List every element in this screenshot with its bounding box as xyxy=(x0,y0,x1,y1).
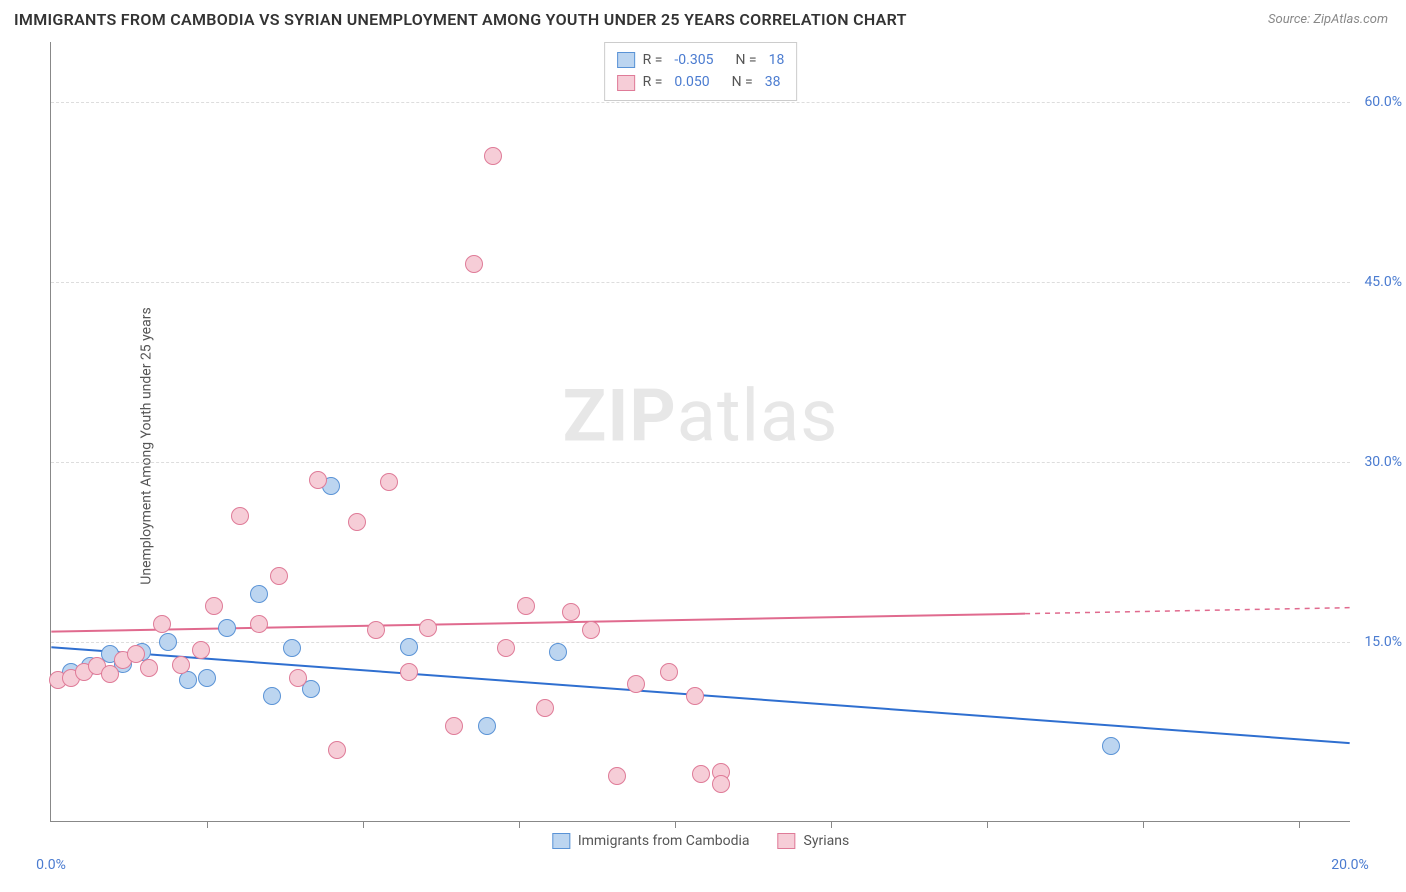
watermark: ZIPatlas xyxy=(563,373,839,458)
data-point xyxy=(692,765,710,783)
data-point xyxy=(159,633,177,651)
legend-swatch xyxy=(552,833,570,849)
x-tick xyxy=(1299,821,1300,828)
data-point xyxy=(263,687,281,705)
legend-swatch xyxy=(617,52,635,68)
data-point xyxy=(400,638,418,656)
data-point xyxy=(484,147,502,165)
legend-item: Syrians xyxy=(778,833,850,849)
data-point xyxy=(712,775,730,793)
correlation-legend: R = -0.305 N = 18 R = 0.050 N = 38 xyxy=(604,42,798,101)
y-tick-label: 60.0% xyxy=(1364,94,1402,110)
data-point xyxy=(101,665,119,683)
data-point xyxy=(231,507,249,525)
data-point xyxy=(205,597,223,615)
series-legend: Immigrants from Cambodia Syrians xyxy=(552,833,849,849)
data-point xyxy=(283,639,301,657)
r-label: R = xyxy=(643,71,663,93)
n-label: N = xyxy=(732,71,753,93)
n-value: 38 xyxy=(765,71,781,93)
source-value: ZipAtlas.com xyxy=(1313,12,1388,27)
n-value: 18 xyxy=(769,49,785,71)
legend-series-name: Immigrants from Cambodia xyxy=(578,833,750,849)
y-tick-label: 45.0% xyxy=(1364,274,1402,290)
data-point xyxy=(627,675,645,693)
gridline xyxy=(51,282,1350,283)
y-tick-label: 30.0% xyxy=(1364,454,1402,470)
watermark-rest: atlas xyxy=(677,373,839,458)
x-tick xyxy=(1143,821,1144,828)
data-point xyxy=(198,669,216,687)
x-tick xyxy=(207,821,208,828)
data-point xyxy=(140,659,158,677)
data-point xyxy=(608,767,626,785)
data-point xyxy=(660,663,678,681)
data-point xyxy=(517,597,535,615)
data-point xyxy=(536,699,554,717)
trend-line xyxy=(51,614,1025,632)
x-tick xyxy=(987,821,988,828)
x-tick xyxy=(675,821,676,828)
x-tick xyxy=(831,821,832,828)
data-point xyxy=(179,671,197,689)
plot-area: ZIPatlas R =-0.305N =18R =0.050N =38 Imm… xyxy=(50,42,1350,822)
data-point xyxy=(1102,737,1120,755)
data-point xyxy=(309,471,327,489)
chart-title: IMMIGRANTS FROM CAMBODIA VS SYRIAN UNEMP… xyxy=(14,10,907,29)
data-point xyxy=(367,621,385,639)
data-point xyxy=(328,741,346,759)
data-point xyxy=(582,621,600,639)
data-point xyxy=(419,619,437,637)
data-point xyxy=(250,615,268,633)
n-label: N = xyxy=(735,49,756,71)
watermark-bold: ZIP xyxy=(563,373,677,458)
data-point xyxy=(218,619,236,637)
r-value: 0.050 xyxy=(674,71,709,93)
gridline xyxy=(51,462,1350,463)
x-tick xyxy=(519,821,520,828)
data-point xyxy=(289,669,307,687)
data-point xyxy=(192,641,210,659)
legend-swatch xyxy=(778,833,796,849)
data-point xyxy=(497,639,515,657)
legend-stat-row: R = 0.050 N = 38 xyxy=(617,71,785,93)
source-attribution: Source: ZipAtlas.com xyxy=(1268,12,1388,27)
source-label: Source: xyxy=(1268,12,1310,27)
gridline xyxy=(51,102,1350,103)
gridline xyxy=(51,642,1350,643)
legend-stat-row: R = -0.305 N = 18 xyxy=(617,49,785,71)
legend-item: Immigrants from Cambodia xyxy=(552,833,750,849)
data-point xyxy=(562,603,580,621)
data-point xyxy=(478,717,496,735)
data-point xyxy=(127,645,145,663)
data-point xyxy=(172,656,190,674)
y-tick-label: 15.0% xyxy=(1364,634,1402,650)
r-value: -0.305 xyxy=(674,49,713,71)
trend-line-extrapolated xyxy=(1025,608,1350,614)
data-point xyxy=(549,643,567,661)
legend-series-name: Syrians xyxy=(804,833,850,849)
data-point xyxy=(400,663,418,681)
x-axis-min-label: 0.0% xyxy=(36,857,66,873)
data-point xyxy=(380,473,398,491)
data-point xyxy=(445,717,463,735)
data-point xyxy=(686,687,704,705)
x-axis-max-label: 20.0% xyxy=(1331,857,1369,873)
data-point xyxy=(270,567,288,585)
legend-swatch xyxy=(617,75,635,91)
data-point xyxy=(250,585,268,603)
r-label: R = xyxy=(643,49,663,71)
data-point xyxy=(465,255,483,273)
x-tick xyxy=(363,821,364,828)
data-point xyxy=(153,615,171,633)
data-point xyxy=(348,513,366,531)
trend-lines xyxy=(51,42,1350,821)
